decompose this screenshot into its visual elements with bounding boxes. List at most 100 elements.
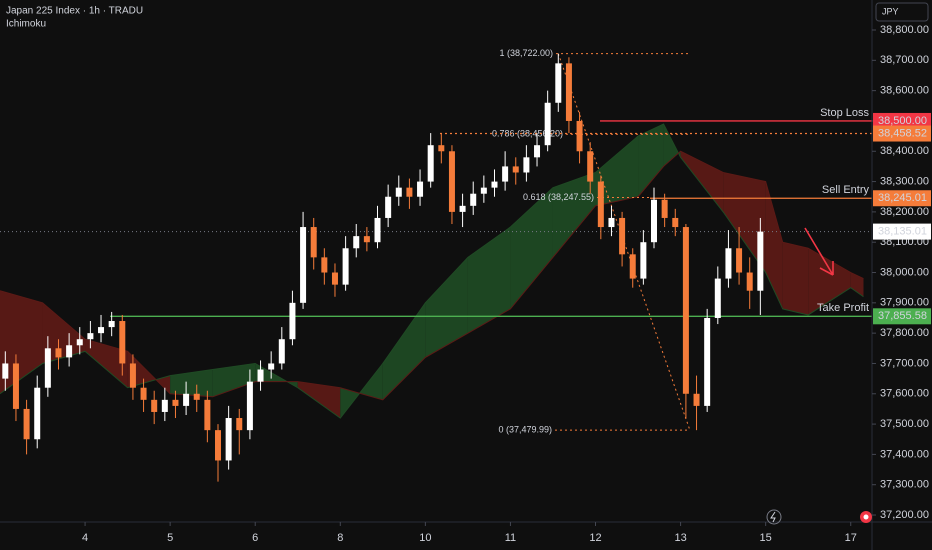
candle-body <box>310 227 317 258</box>
y-tick-label: 38,000.00 <box>880 266 929 278</box>
candle-body <box>565 63 572 121</box>
candle-body <box>353 236 360 249</box>
level-name: Stop Loss <box>820 107 869 119</box>
y-tick-label: 37,800.00 <box>880 327 929 339</box>
candle-body <box>140 387 147 400</box>
candle-body <box>161 399 168 412</box>
candle-body <box>193 393 200 400</box>
x-tick-label: 13 <box>674 532 686 544</box>
candle-body <box>523 157 530 173</box>
candle-body <box>98 327 105 334</box>
candle-body <box>66 345 73 358</box>
y-tick-label: 38,300.00 <box>880 175 929 187</box>
x-tick-label: 5 <box>167 532 173 544</box>
candle-body <box>640 242 647 279</box>
candle-body <box>693 393 700 406</box>
cloud-segment <box>680 151 724 212</box>
y-tick-label: 38,600.00 <box>880 85 929 97</box>
level-axis-box <box>873 125 931 142</box>
y-tick-label: 37,700.00 <box>880 357 929 369</box>
cloud-segment <box>723 172 766 273</box>
candle-body <box>55 348 62 358</box>
candle-body <box>225 418 232 461</box>
candle-body <box>342 248 349 285</box>
candle-body <box>480 187 487 194</box>
level-axis-box <box>873 190 931 207</box>
chart-title: Japan 225 Index · 1h · TRADU <box>6 6 143 17</box>
x-tick-label: 8 <box>337 532 343 544</box>
candle-body <box>470 193 477 206</box>
candle-body <box>23 408 30 440</box>
candle-body <box>704 317 711 406</box>
cloud-span-b <box>0 150 864 401</box>
candle-body <box>119 321 126 364</box>
cloud-segment <box>808 248 851 315</box>
cloud-segment <box>212 363 256 397</box>
arrow <box>804 227 834 276</box>
currency: JPY <box>882 6 899 16</box>
candle-body <box>619 217 626 255</box>
current-price-label: 38,135.01 <box>878 225 927 237</box>
candle-body <box>534 145 541 158</box>
candle-body <box>629 254 636 279</box>
cloud-span-a <box>0 123 864 419</box>
cloud-segment <box>382 302 426 400</box>
fib-label: 0 (37,479.99) <box>498 425 552 435</box>
cloud-segment <box>638 123 664 197</box>
candle-body <box>682 227 689 394</box>
icon-flash-bolt <box>770 511 776 523</box>
x-tick-label: 4 <box>82 532 88 544</box>
y-tick-label: 37,400.00 <box>880 448 929 460</box>
cloud-segment <box>297 381 341 419</box>
candle-body <box>406 187 413 197</box>
candle-body <box>385 196 392 218</box>
candle-body <box>597 181 604 228</box>
level-axis-label: 37,855.58 <box>878 310 927 322</box>
cloud-segment <box>850 272 864 297</box>
candle-body <box>757 231 764 291</box>
candle-body <box>459 205 466 212</box>
icon-flash[interactable] <box>766 509 782 525</box>
y-tick-label: 37,200.00 <box>880 509 929 521</box>
y-tick-label: 37,300.00 <box>880 479 929 491</box>
fib-label: 1 (38,722.00) <box>499 48 553 58</box>
candle-body <box>544 102 551 146</box>
candle-body <box>608 217 615 228</box>
currency-box[interactable] <box>875 2 929 22</box>
candle-body <box>374 217 381 243</box>
cloud-segment <box>510 187 553 309</box>
candle-body <box>587 151 594 182</box>
candle-body <box>714 278 721 318</box>
y-tick-label: 38,800.00 <box>880 24 929 36</box>
candle-body <box>300 227 307 303</box>
candle-body <box>172 399 179 406</box>
y-tick-label: 38,700.00 <box>880 54 929 66</box>
candle-body <box>278 339 285 364</box>
cloud-segment <box>552 172 596 258</box>
icon-record-dot <box>863 514 869 520</box>
y-tick-label: 37,600.00 <box>880 388 929 400</box>
cloud-segment <box>0 290 43 394</box>
candle-body <box>448 151 455 212</box>
fib-label: 0.786 (38,456.20) <box>492 129 563 139</box>
indicator-name: Ichimoku <box>6 19 46 30</box>
cloud-segment <box>467 227 511 334</box>
candle-body <box>204 399 211 431</box>
candle-body <box>151 399 158 412</box>
cloud-segment <box>42 302 86 364</box>
candle-body <box>321 257 328 273</box>
candle-body <box>129 363 136 388</box>
cloud-segment <box>782 242 809 315</box>
cloud-segment <box>170 369 213 397</box>
candle-body <box>427 145 434 182</box>
x-tick-label: 11 <box>505 532 516 544</box>
level-name: Take Profit <box>817 302 869 314</box>
candle-body <box>12 363 19 409</box>
candle-body <box>331 272 338 285</box>
candle-body <box>746 272 753 291</box>
candle-body <box>417 181 424 197</box>
candle-body <box>34 387 41 440</box>
level-axis-label: 38,245.01 <box>878 192 927 204</box>
candle-body <box>725 248 732 279</box>
